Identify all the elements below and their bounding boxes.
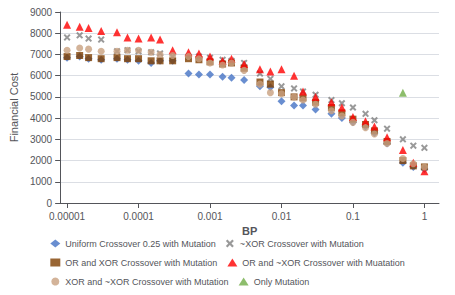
svg-text:8000: 8000: [30, 28, 53, 39]
svg-text:Only Mutation: Only Mutation: [254, 277, 310, 287]
svg-text:9000: 9000: [30, 7, 53, 18]
svg-text:~XOR Crossover with Mutation: ~XOR Crossover with Mutation: [240, 239, 364, 249]
svg-text:0.00001: 0.00001: [49, 211, 86, 222]
svg-text:0.0001: 0.0001: [123, 211, 154, 222]
svg-text:0.01: 0.01: [272, 211, 292, 222]
svg-text:0.001: 0.001: [197, 211, 222, 222]
svg-text:XOR and ~XOR Crossover with Mu: XOR and ~XOR Crossover with Mutation: [65, 277, 228, 287]
svg-text:1: 1: [422, 211, 428, 222]
svg-text:0: 0: [47, 198, 53, 209]
svg-text:3000: 3000: [30, 134, 53, 145]
svg-text:2000: 2000: [30, 155, 53, 166]
svg-text:7000: 7000: [30, 49, 53, 60]
svg-text:5000: 5000: [30, 91, 53, 102]
svg-text:6000: 6000: [30, 70, 53, 81]
svg-text:4000: 4000: [30, 113, 53, 124]
svg-text:Uniform Crossover 0.25 with Mu: Uniform Crossover 0.25 with Mutation: [65, 239, 216, 249]
svg-text:OR and ~XOR Crossover with Mua: OR and ~XOR Crossover with Muatation: [242, 258, 404, 268]
svg-text:BP: BP: [242, 225, 257, 237]
svg-text:1000: 1000: [30, 176, 53, 187]
svg-text:0.1: 0.1: [346, 211, 360, 222]
svg-text:Financial Cost: Financial Cost: [8, 73, 20, 143]
svg-text:OR and XOR Crossover with Muta: OR and XOR Crossover with Mutation: [65, 258, 217, 268]
